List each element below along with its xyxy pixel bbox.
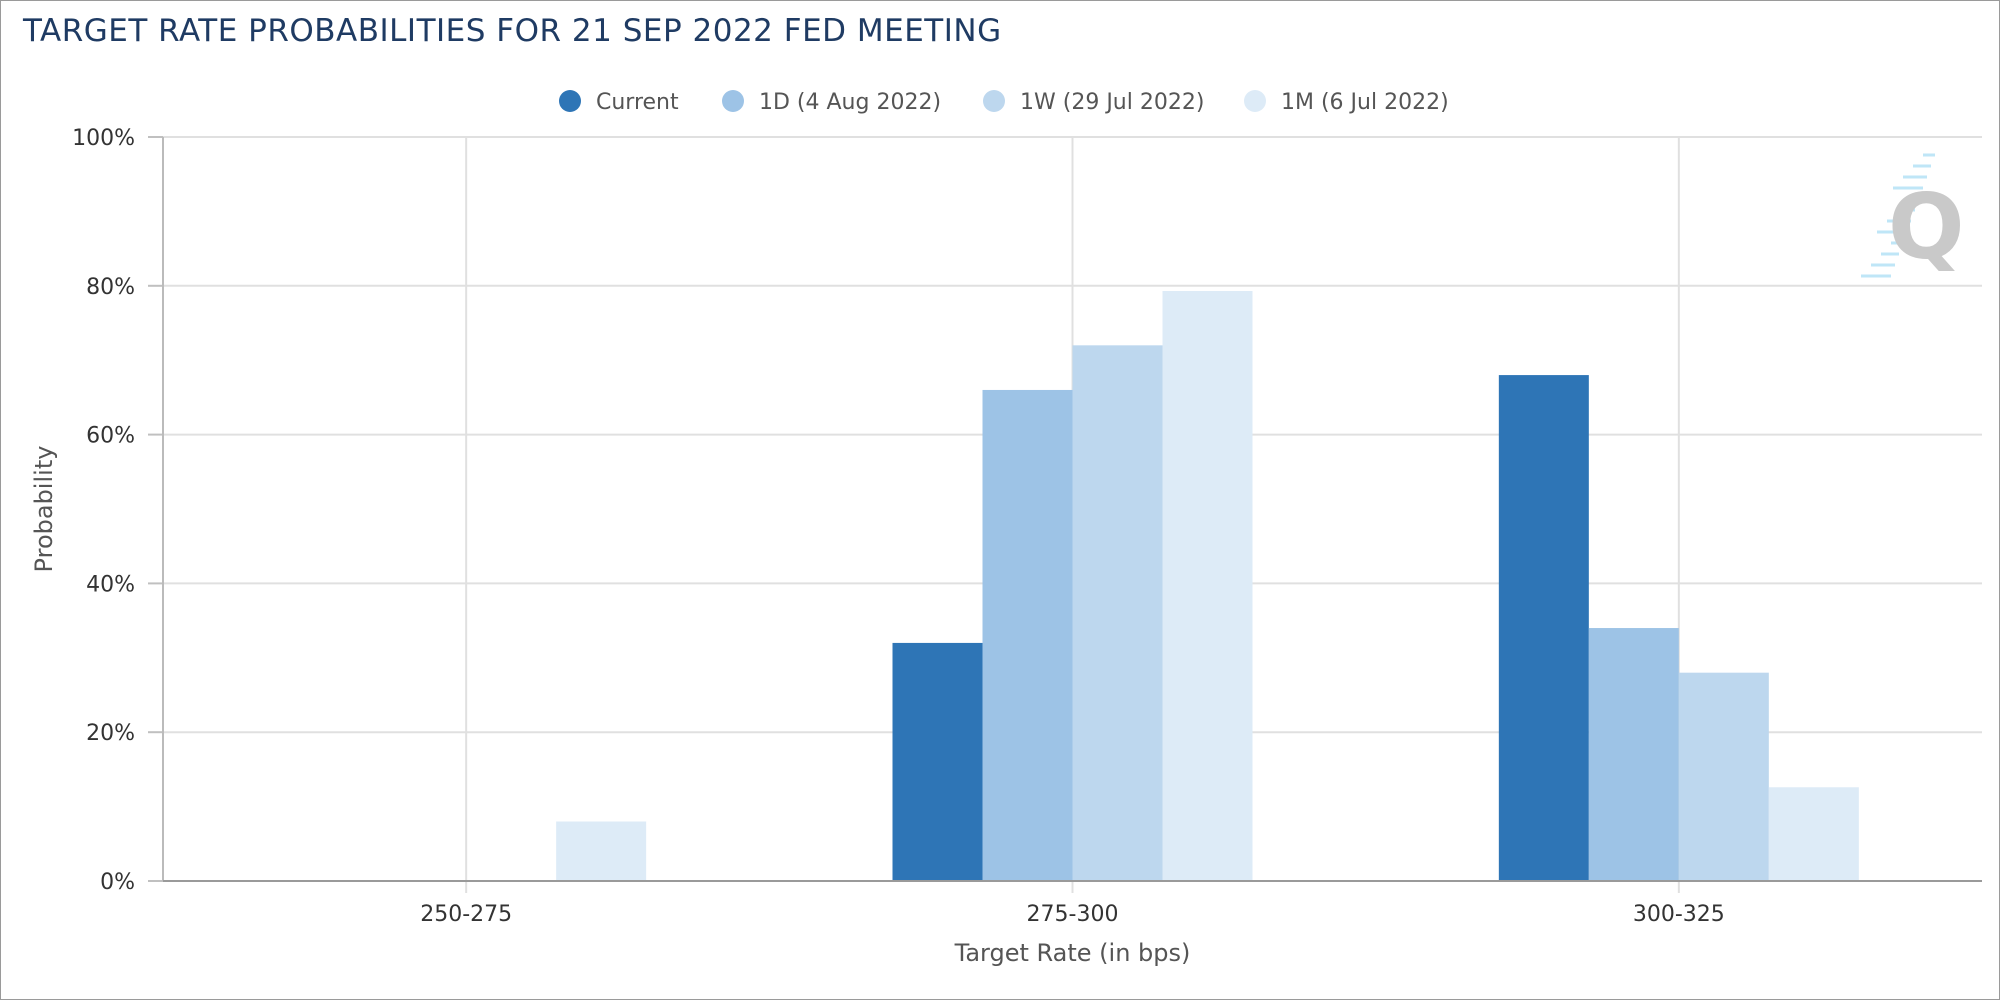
x-tick-label: 275-300	[1027, 902, 1119, 927]
legend-label: 1W (29 Jul 2022)	[1020, 90, 1204, 115]
x-tick-label: 300-325	[1633, 902, 1725, 927]
bar[interactable]	[1588, 628, 1679, 881]
axes: 0% 20% 40% 60% 80% 100% 250-275 275-300 300-325 T…	[30, 126, 1982, 967]
y-tick-label: 0%	[100, 870, 135, 895]
watermark-letter: Q	[1888, 175, 1965, 280]
bar[interactable]	[1162, 291, 1253, 881]
legend-label: 1D (4 Aug 2022)	[759, 90, 941, 115]
legend-swatch	[1244, 90, 1266, 112]
legend-item[interactable]: Current	[559, 90, 679, 115]
legend-swatch	[722, 90, 744, 112]
y-axis-title: Probability	[30, 446, 58, 573]
quikstrike-q-logo-icon: Q	[1861, 153, 1965, 280]
y-tick-label: 40%	[86, 572, 135, 597]
y-tick-label: 80%	[86, 275, 135, 300]
legend-label: Current	[596, 90, 679, 115]
legend-item[interactable]: 1M (6 Jul 2022)	[1244, 90, 1449, 115]
x-axis-title: Target Rate (in bps)	[954, 939, 1191, 967]
y-tick-label: 20%	[86, 721, 135, 746]
legend[interactable]: Current 1D (4 Aug 2022) 1W (29 Jul 2022) 1M…	[559, 90, 1449, 115]
bars	[556, 291, 1859, 881]
legend-label: 1M (6 Jul 2022)	[1281, 90, 1449, 115]
y-tick-label: 100%	[72, 126, 135, 151]
legend-swatch	[983, 90, 1005, 112]
legend-item[interactable]: 1W (29 Jul 2022)	[983, 90, 1204, 115]
bar[interactable]	[1678, 672, 1769, 881]
legend-swatch	[559, 90, 581, 112]
bar[interactable]	[1768, 787, 1859, 881]
bar[interactable]	[982, 389, 1073, 881]
x-tick-label: 250-275	[420, 902, 512, 927]
y-tick-label: 60%	[86, 424, 135, 449]
legend-item[interactable]: 1D (4 Aug 2022)	[722, 90, 941, 115]
chart-title: TARGET RATE PROBABILITIES FOR 21 SEP 202…	[23, 13, 1002, 49]
bar[interactable]	[1498, 375, 1589, 881]
bar[interactable]	[556, 821, 647, 881]
bar[interactable]	[1072, 345, 1163, 881]
bar[interactable]	[892, 642, 983, 881]
